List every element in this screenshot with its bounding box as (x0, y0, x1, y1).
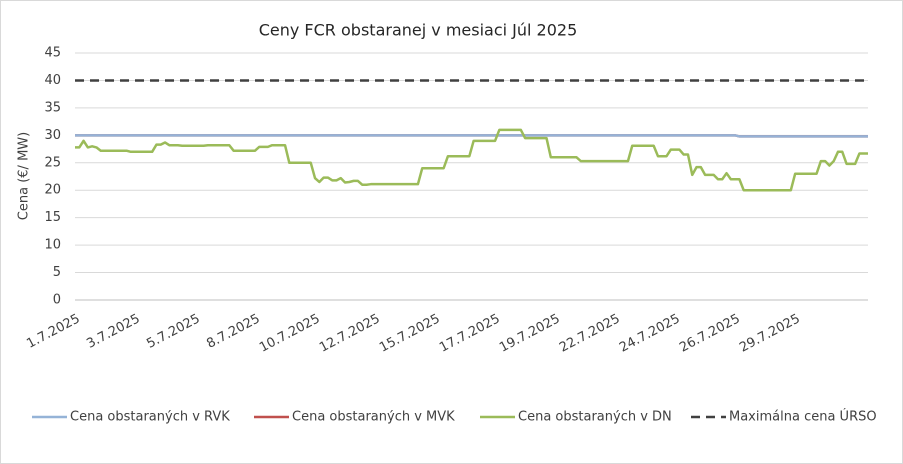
legend-label: Cena obstaraných v RVK (70, 410, 230, 425)
y-axis-title: Cena (€/ MW) (17, 132, 32, 220)
y-tick-label: 20 (44, 183, 61, 198)
legend-label: Cena obstaraných v DN (518, 410, 672, 425)
y-tick-label: 30 (44, 128, 61, 143)
legend-label: Cena obstaraných v MVK (292, 410, 455, 425)
y-tick-label: 10 (44, 238, 61, 253)
y-tick-label: 35 (44, 100, 61, 115)
y-tick-label: 5 (53, 265, 61, 280)
series-line (75, 134, 868, 138)
series-line (75, 128, 868, 192)
chart-title: Ceny FCR obstaranej v mesiaci Júl 2025 (259, 21, 578, 40)
legend-label: Maximálna cena ÚRSO (729, 409, 877, 425)
y-tick-label: 15 (44, 210, 61, 225)
y-tick-label: 25 (44, 155, 61, 170)
y-tick-label: 0 (53, 293, 61, 308)
y-tick-label: 45 (44, 46, 61, 61)
y-tick-label: 40 (44, 73, 61, 88)
